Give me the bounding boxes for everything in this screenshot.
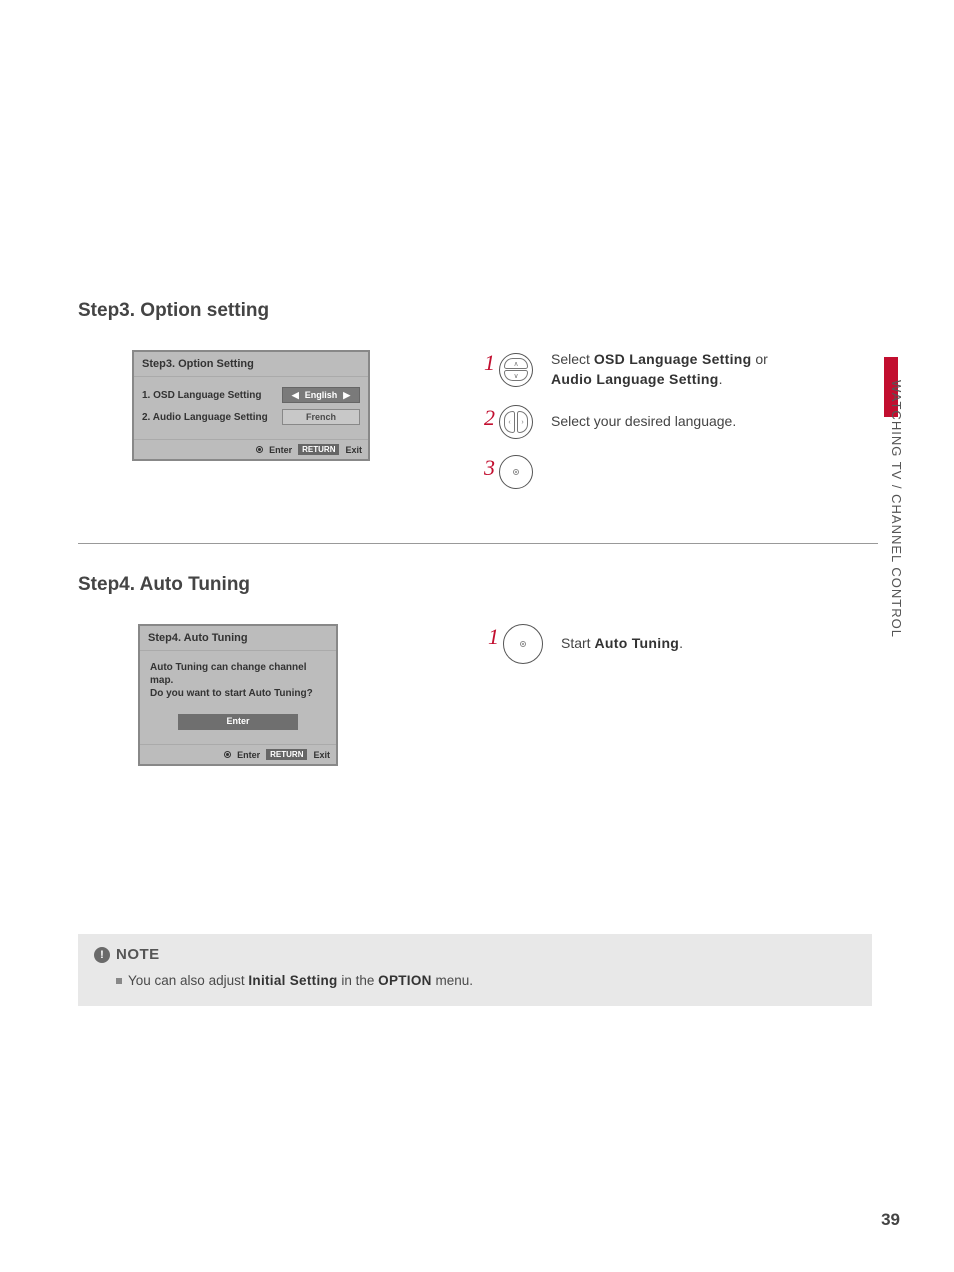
- remote-leftright-icon: ‹›: [499, 405, 533, 439]
- note-title: NOTE: [116, 946, 160, 963]
- footer-exit: Exit: [313, 750, 330, 760]
- step3-section: Step3. Option setting Step3. Option Sett…: [78, 300, 878, 533]
- right-arrow-icon: ▶: [343, 390, 350, 401]
- enter-button[interactable]: Enter: [178, 714, 298, 730]
- step4-heading: Step4. Auto Tuning: [78, 574, 878, 596]
- section-divider: [78, 543, 878, 544]
- step3-panel: Step3. Option Setting 1. OSD Language Se…: [132, 350, 370, 461]
- step3-instructions: 1 ∧∨ Select OSD Language Setting or Audi…: [484, 350, 768, 505]
- option-label: 2. Audio Language Setting: [142, 412, 268, 423]
- remote-enter-icon: [499, 455, 533, 489]
- instruction-number: 1: [484, 350, 495, 376]
- footer-return: RETURN: [298, 444, 339, 455]
- step4-panel: Step4. Auto Tuning Auto Tuning can chang…: [138, 624, 338, 766]
- step4-panel-body: Auto Tuning can change channel map. Do y…: [140, 651, 336, 744]
- note-box: ! NOTE You can also adjust Initial Setti…: [78, 934, 872, 1006]
- option-selector-osd[interactable]: ◀ English ▶: [282, 387, 360, 403]
- enter-dot-icon: [224, 751, 231, 758]
- note-icon: !: [94, 947, 110, 963]
- footer-exit: Exit: [345, 445, 362, 455]
- option-row: 1. OSD Language Setting ◀ English ▶: [142, 387, 360, 403]
- step4-section: Step4. Auto Tuning Step4. Auto Tuning Au…: [78, 574, 878, 794]
- footer-return: RETURN: [266, 749, 307, 760]
- instruction-number: 1: [488, 624, 499, 650]
- note-text: You can also adjust Initial Setting in t…: [116, 973, 856, 988]
- instruction-text: Select your desired language.: [551, 412, 736, 432]
- left-arrow-icon: ◀: [292, 390, 299, 401]
- instruction-text: Select OSD Language Setting or Audio Lan…: [551, 350, 768, 389]
- instruction-text: Start Auto Tuning.: [561, 634, 683, 654]
- enter-dot-icon: [256, 446, 263, 453]
- option-label: 1. OSD Language Setting: [142, 390, 261, 401]
- option-selector-audio[interactable]: French: [282, 409, 360, 425]
- footer-enter: Enter: [237, 750, 260, 760]
- page-number: 39: [881, 1210, 900, 1230]
- bullet-icon: [116, 978, 122, 984]
- step4-panel-title: Step4. Auto Tuning: [140, 626, 336, 651]
- remote-enter-icon: [503, 624, 543, 664]
- footer-enter: Enter: [269, 445, 292, 455]
- step3-panel-title: Step3. Option Setting: [134, 352, 368, 377]
- side-section-label: WATCHING TV / CHANNEL CONTROL: [889, 380, 904, 638]
- option-value: English: [305, 390, 338, 400]
- instruction-number: 3: [484, 455, 495, 481]
- panel-footer: Enter RETURN Exit: [134, 439, 368, 459]
- instruction-number: 2: [484, 405, 495, 431]
- step4-instructions: 1 Start Auto Tuning.: [488, 624, 683, 680]
- remote-updown-icon: ∧∨: [499, 353, 533, 387]
- step3-heading: Step3. Option setting: [78, 300, 878, 322]
- option-value: French: [306, 412, 336, 422]
- panel-footer: Enter RETURN Exit: [140, 744, 336, 764]
- option-row: 2. Audio Language Setting French: [142, 409, 360, 425]
